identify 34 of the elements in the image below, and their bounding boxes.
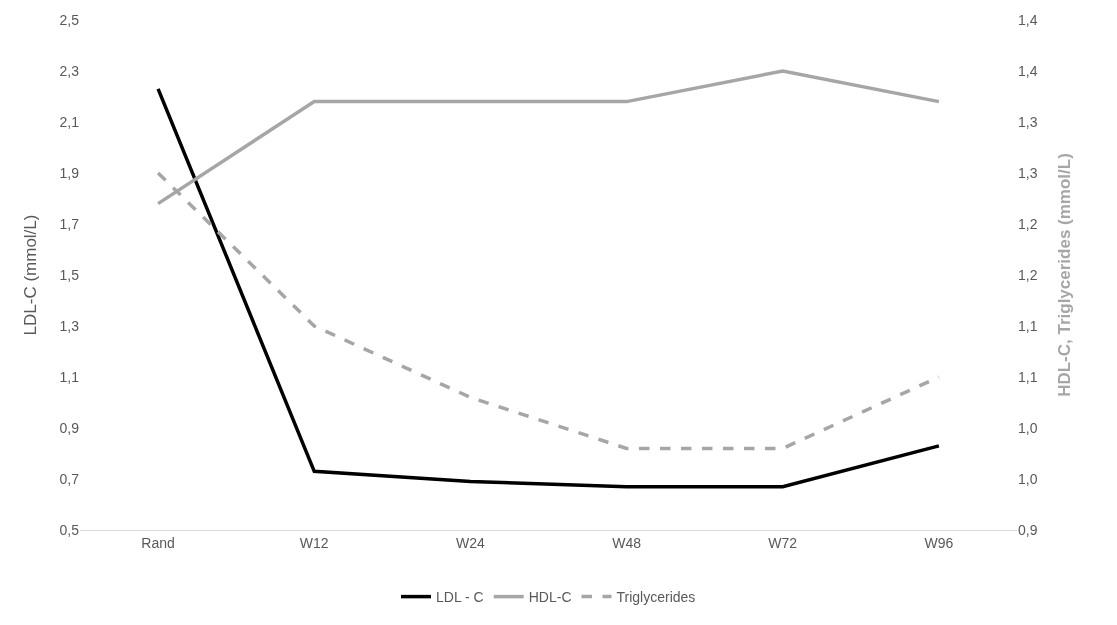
y-tick-label: 1,3 xyxy=(59,317,80,334)
y-tick-label: 2,5 xyxy=(59,11,80,28)
y2-tick-label: 1,4 xyxy=(1018,62,1038,79)
x-tick-label: Rand xyxy=(141,534,175,551)
y-tick-label: 0,7 xyxy=(59,470,80,487)
y-tick-label: 1,5 xyxy=(59,266,80,283)
legend-label: LDL - C xyxy=(436,589,484,606)
y2-tick-label: 1,2 xyxy=(1018,215,1038,232)
y-tick-label: 2,3 xyxy=(59,62,80,79)
y2-tick-label: 0,9 xyxy=(1018,521,1038,538)
y-tick-label: 0,5 xyxy=(59,521,80,538)
y2-tick-label: 1,3 xyxy=(1018,164,1038,181)
y2-tick-label: 1,1 xyxy=(1018,368,1038,385)
y2-tick-label: 1,0 xyxy=(1018,470,1038,487)
y2-tick-label: 1,3 xyxy=(1018,113,1038,130)
legend-label: Triglycerides xyxy=(616,589,696,606)
y-tick-label: 1,9 xyxy=(59,164,80,181)
x-tick-label: W72 xyxy=(768,534,798,551)
y-tick-label: 1,1 xyxy=(59,368,80,385)
y2-tick-label: 1,4 xyxy=(1018,11,1038,28)
y2-tick-label: 1,2 xyxy=(1018,266,1038,283)
line-series xyxy=(156,87,941,489)
x-tick-label: W48 xyxy=(612,534,642,551)
x-tick-label: W24 xyxy=(456,534,486,551)
y2-tick-label: 1,1 xyxy=(1018,317,1038,334)
legend-label: HDL-C xyxy=(528,589,572,606)
y2-axis-title: HDL-C, Triglycerides (mmol/L) xyxy=(1054,153,1074,397)
y-axis-title: LDL-C (mmol/L) xyxy=(21,214,40,336)
x-tick-label: W96 xyxy=(924,534,954,551)
y-tick-label: 0,9 xyxy=(59,419,80,436)
y-tick-label: 1,7 xyxy=(59,215,80,232)
y2-tick-label: 1,0 xyxy=(1018,419,1038,436)
y-tick-label: 2,1 xyxy=(59,113,80,130)
x-tick-label: W12 xyxy=(299,534,329,551)
